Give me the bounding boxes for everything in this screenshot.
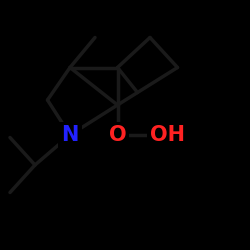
Text: O: O	[109, 125, 126, 145]
Text: N: N	[61, 125, 79, 145]
Text: OH: OH	[150, 125, 185, 145]
